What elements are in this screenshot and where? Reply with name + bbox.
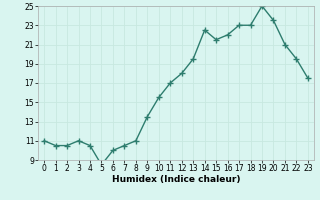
X-axis label: Humidex (Indice chaleur): Humidex (Indice chaleur) <box>112 175 240 184</box>
